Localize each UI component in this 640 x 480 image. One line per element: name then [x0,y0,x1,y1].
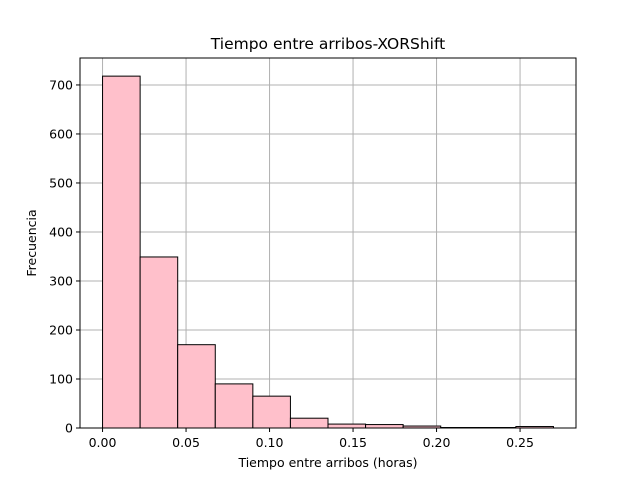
x-tick-label: 0.20 [423,435,451,450]
histogram-bar [289,417,329,429]
y-tick-label: 500 [49,175,73,190]
y-axis-ticks: 0 100 200 300 400 500 600 700 [49,77,80,436]
y-tick-label: 700 [49,77,73,92]
x-tick-label: 0.15 [339,435,367,450]
x-axis-label: Tiempo entre arribos (horas) [237,455,417,470]
histogram-bar [252,395,291,429]
grid-lines [80,58,576,429]
x-tick-label: 0.25 [506,435,534,450]
histogram-bar [214,383,254,429]
x-tick-label: 0.00 [89,435,117,450]
y-tick-label: 0 [65,421,73,436]
histogram-bar [365,424,404,429]
x-tick-label: 0.10 [256,435,284,450]
y-tick-label: 100 [49,371,73,386]
plot-frame [79,57,577,429]
chart-title: Tiempo entre arribos-XORShift [210,35,445,53]
y-tick-label: 200 [49,322,73,337]
histogram-bar [102,75,141,429]
y-axis-label: Frecuencia [24,209,39,276]
y-tick-label: 400 [49,224,73,239]
histogram-bars [102,75,554,429]
histogram-bar [327,423,367,429]
x-tick-label: 0.05 [172,435,200,450]
y-tick-label: 300 [49,273,73,288]
histogram-bar [177,344,216,429]
histogram-bar [139,256,179,429]
x-axis-ticks: 0.00 0.05 0.10 0.15 0.20 0.25 [89,428,534,450]
y-tick-label: 600 [49,126,73,141]
